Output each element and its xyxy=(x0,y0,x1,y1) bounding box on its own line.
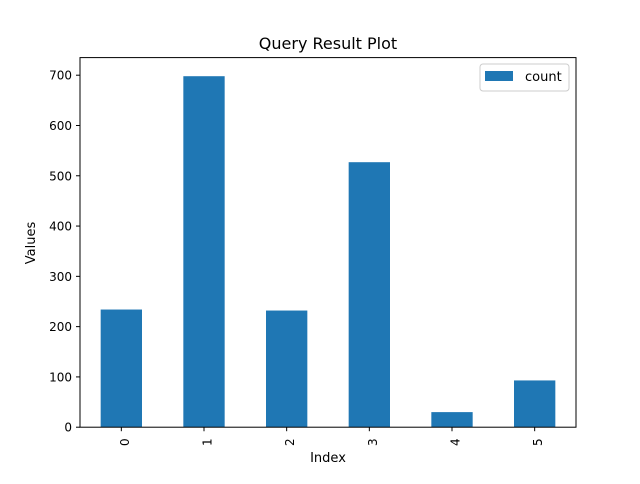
bar-5 xyxy=(514,380,556,428)
y-tick-label: 700 xyxy=(49,69,72,83)
x-tick-label: 5 xyxy=(531,438,545,446)
y-tick-label: 300 xyxy=(49,270,72,284)
legend-label: count xyxy=(525,70,562,85)
x-tick-label: 3 xyxy=(366,438,380,446)
legend: count xyxy=(479,63,570,92)
x-tick-label: 4 xyxy=(449,438,463,446)
bar-0 xyxy=(100,309,142,428)
plot-area-frame xyxy=(79,57,577,428)
legend-box xyxy=(479,63,570,92)
y-axis-ticks: 0 100 200 300 400 500 600 700 xyxy=(49,69,80,435)
y-tick-label: 500 xyxy=(49,169,72,183)
y-tick-label: 400 xyxy=(49,220,72,234)
bar-3 xyxy=(348,162,390,428)
y-tick-label: 0 xyxy=(64,421,72,435)
x-tick-label: 1 xyxy=(201,438,215,446)
y-tick-label: 200 xyxy=(49,320,72,334)
bar-2 xyxy=(266,310,308,428)
x-axis-ticks: 0 1 2 3 4 5 xyxy=(118,427,545,446)
x-tick-label: 2 xyxy=(283,438,297,446)
x-tick-label: 0 xyxy=(118,438,132,446)
chart-title: Query Result Plot xyxy=(259,34,397,53)
legend-swatch xyxy=(485,71,513,81)
bar-4 xyxy=(431,412,473,428)
bar-1 xyxy=(183,76,225,428)
y-axis-label: Values xyxy=(24,222,39,265)
x-axis-label: Index xyxy=(310,451,346,466)
y-tick-label: 600 xyxy=(49,119,72,133)
y-tick-label: 100 xyxy=(49,370,72,384)
bar-series xyxy=(100,76,556,428)
